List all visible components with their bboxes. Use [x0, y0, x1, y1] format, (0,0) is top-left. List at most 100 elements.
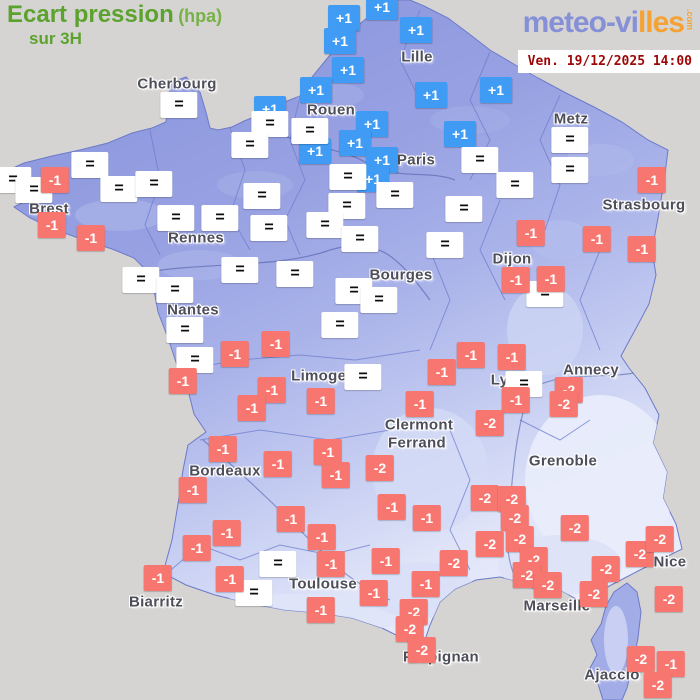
- pressure-marker: =: [201, 205, 239, 231]
- pressure-marker: -1: [411, 571, 441, 597]
- pressure-marker: =: [156, 277, 194, 303]
- pressure-marker: +1: [366, 0, 398, 20]
- pressure-marker: -1: [37, 212, 67, 238]
- pressure-marker: +1: [400, 17, 432, 43]
- page-subtitle: sur 3H: [29, 29, 82, 49]
- pressure-marker: =: [551, 127, 589, 153]
- pressure-marker: =: [157, 205, 195, 231]
- pressure-marker: =: [328, 193, 366, 219]
- pressure-marker: -1: [412, 505, 442, 531]
- pressure-marker: =: [71, 152, 109, 178]
- pressure-marker: -1: [212, 520, 242, 546]
- pressure-marker: -1: [516, 220, 546, 246]
- city-label: Annecy: [563, 361, 619, 379]
- pressure-marker: -1: [582, 226, 612, 252]
- pressure-marker: -2: [533, 572, 563, 598]
- logo-text-blue: meteo-vi: [522, 6, 639, 39]
- pressure-marker: =: [291, 118, 329, 144]
- pressure-marker: -1: [306, 597, 336, 623]
- pressure-marker: =: [344, 364, 382, 390]
- pressure-marker: -2: [439, 550, 469, 576]
- city-label: Nice: [653, 553, 687, 571]
- pressure-marker: -2: [579, 581, 609, 607]
- city-label: Strasbourg: [602, 196, 686, 214]
- pressure-marker: =: [329, 164, 367, 190]
- pressure-marker: +1: [324, 28, 356, 54]
- pressure-marker: -2: [626, 646, 656, 672]
- pressure-marker: -1: [237, 395, 267, 421]
- pressure-marker: -2: [549, 391, 579, 417]
- pressure-marker: -1: [405, 391, 435, 417]
- pressure-marker: =: [306, 212, 344, 238]
- pressure-marker: -2: [500, 505, 530, 531]
- pressure-marker: -1: [307, 524, 337, 550]
- pressure-marker: -1: [306, 388, 336, 414]
- pressure-marker: -2: [645, 526, 675, 552]
- pressure-marker: -2: [475, 410, 505, 436]
- pressure-marker: =: [496, 172, 534, 198]
- pressure-marker: =: [461, 147, 499, 173]
- city-label: Bourges: [369, 266, 433, 284]
- pressure-marker: =: [135, 171, 173, 197]
- city-label: Marseille: [523, 597, 591, 615]
- pressure-marker: -2: [365, 455, 395, 481]
- pressure-marker: -1: [359, 580, 389, 606]
- pressure-marker: +1: [480, 77, 512, 103]
- pressure-marker: -1: [497, 344, 527, 370]
- pressure-marker: -1: [143, 565, 173, 591]
- pressure-marker: =: [231, 132, 269, 158]
- pressure-marker: +1: [339, 130, 371, 156]
- pressure-marker: =: [360, 287, 398, 313]
- pressure-marker: =: [122, 267, 160, 293]
- pressure-marker: =: [221, 257, 259, 283]
- pressure-marker: -1: [276, 506, 306, 532]
- pressure-marker: -1: [76, 225, 106, 251]
- pressure-marker: +1: [332, 57, 364, 83]
- city-label: Rennes: [168, 229, 224, 247]
- city-label: Nantes: [167, 301, 219, 319]
- city-label: Grenoble: [528, 452, 598, 470]
- pressure-marker: =: [426, 232, 464, 258]
- pressure-marker: -2: [407, 637, 437, 663]
- pressure-marker: -1: [501, 387, 531, 413]
- pressure-marker: -1: [371, 548, 401, 574]
- pressure-marker: -1: [168, 368, 198, 394]
- pressure-marker: -1: [182, 535, 212, 561]
- city-label: Biarritz: [128, 593, 184, 611]
- pressure-marker: +1: [328, 5, 360, 31]
- pressure-marker: =: [376, 182, 414, 208]
- pressure-marker: =: [243, 183, 281, 209]
- pressure-marker: -1: [377, 494, 407, 520]
- meteo-villes-logo[interactable]: meteo-villes .com: [522, 6, 695, 40]
- pressure-marker: -1: [208, 436, 238, 462]
- pressure-marker: -1: [456, 342, 486, 368]
- pressure-marker: +1: [444, 121, 476, 147]
- city-label: Ferrand: [388, 434, 446, 452]
- pressure-marker: -1: [261, 331, 291, 357]
- pressure-marker: -1: [501, 267, 531, 293]
- pressure-marker: =: [160, 92, 198, 118]
- pressure-marker: =: [551, 157, 589, 183]
- pressure-marker: -1: [178, 477, 208, 503]
- timestamp-badge: Ven. 19/12/2025 14:00: [517, 50, 700, 73]
- pressure-marker: -1: [536, 266, 566, 292]
- city-label: Paris: [396, 151, 436, 169]
- pressure-marker: -1: [313, 439, 343, 465]
- city-label: Bordeaux: [189, 462, 261, 480]
- city-label: Lille: [401, 48, 433, 66]
- pressure-marker: =: [276, 261, 314, 287]
- city-label: Dijon: [492, 250, 532, 268]
- pressure-marker: =: [166, 317, 204, 343]
- pressure-marker: =: [341, 226, 379, 252]
- pressure-marker: -2: [654, 586, 684, 612]
- pressure-marker: -1: [220, 341, 250, 367]
- pressure-marker: +1: [300, 77, 332, 103]
- pressure-marker: =: [250, 215, 288, 241]
- logo-com-suffix: .com: [685, 9, 695, 31]
- pressure-marker: -2: [591, 556, 621, 582]
- pressure-marker: -1: [40, 167, 70, 193]
- city-label: Rouen: [306, 101, 356, 119]
